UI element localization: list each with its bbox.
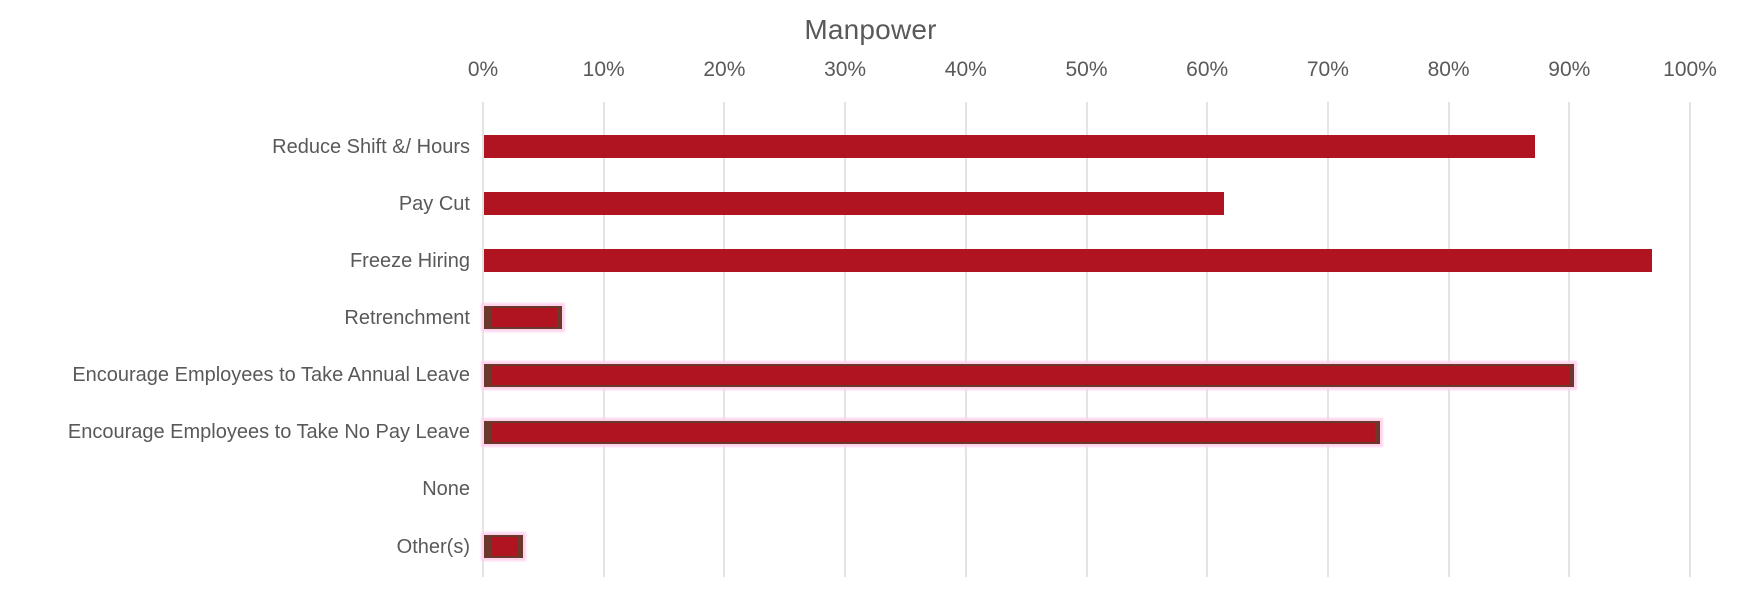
category-label: None [422,478,470,501]
category-label: Encourage Employees to Take No Pay Leave [67,421,470,444]
x-axis-tick-label: 60% [1186,58,1229,81]
x-axis-tick-label: 40% [944,58,987,81]
gridline [964,102,967,577]
x-axis-tick-label: 50% [1065,58,1108,81]
gridline [1085,102,1088,577]
bar[interactable] [484,535,523,559]
x-axis-tick-label: 30% [824,58,867,81]
category-label: Reduce Shift &/ Hours [272,135,470,158]
x-axis-tick-label: 100% [1663,58,1717,81]
bar[interactable] [484,135,1536,158]
x-axis-tick-label: 10% [582,58,625,81]
bar[interactable] [484,363,1574,387]
category-label: Other(s) [396,535,470,558]
x-axis-tick-label: 80% [1427,58,1470,81]
gridline [723,102,726,577]
x-axis-tick-label: 0% [467,58,499,81]
bar[interactable] [484,306,563,330]
bar[interactable] [484,249,1653,273]
chart-title: Manpower [804,14,937,45]
category-label: Freeze Hiring [349,249,470,272]
gridline [1689,102,1691,577]
x-axis-tick-label: 20% [703,58,746,81]
gridline [1326,102,1329,577]
x-axis-tick-label: 90% [1548,58,1591,81]
gridline [1206,102,1209,577]
category-label: Pay Cut [398,192,470,215]
gridline [844,102,847,577]
gridline [482,102,484,577]
gridline [1568,102,1571,577]
gridline [602,102,605,577]
x-axis-tick-label: 70% [1306,58,1349,81]
bar[interactable] [484,420,1380,444]
gridline [1447,102,1450,577]
category-label: Encourage Employees to Take Annual Leave [72,364,470,387]
bar[interactable] [484,192,1224,216]
category-label: Retrenchment [344,306,470,329]
